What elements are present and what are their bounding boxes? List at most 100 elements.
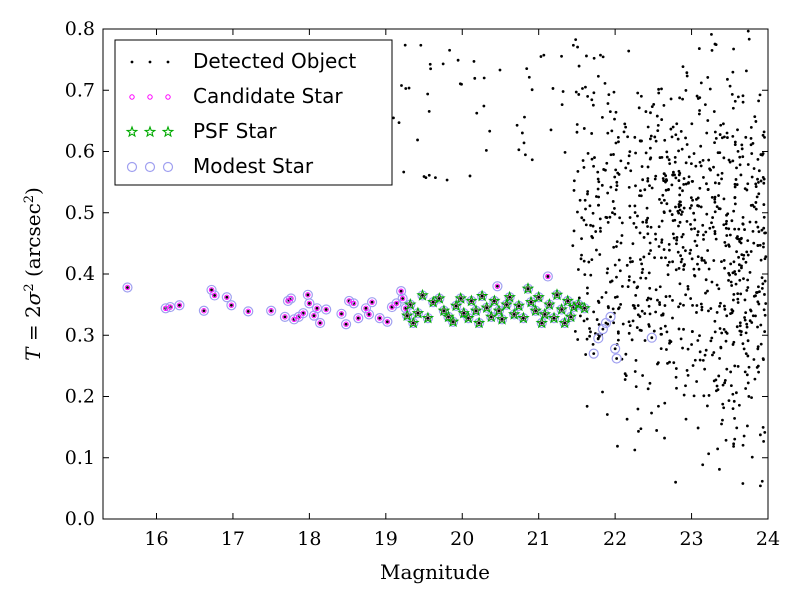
detected-object-point [754, 314, 757, 318]
detected-object-point [682, 393, 686, 397]
detected-object-point [727, 399, 731, 403]
detected-object-point [622, 130, 626, 134]
detected-object-point [378, 316, 382, 320]
detected-object-point [624, 166, 628, 170]
detected-object-point [668, 209, 672, 213]
detected-object-point [616, 135, 620, 139]
detected-object-point [653, 177, 657, 181]
detected-object-point [650, 336, 654, 340]
detected-object-point [668, 360, 671, 364]
detected-object-point [615, 357, 619, 360]
detected-object-point [696, 339, 700, 342]
detected-object-point [662, 248, 666, 251]
detected-object-point [448, 48, 451, 52]
detected-object-point [587, 260, 591, 264]
detected-object-point [679, 200, 682, 204]
detected-object-point [695, 311, 698, 314]
detected-object-point [616, 171, 620, 175]
detected-object-point [730, 219, 734, 223]
detected-object-point [530, 158, 534, 162]
legend-label-detected: Detected Object [193, 49, 356, 73]
detected-object-point [690, 227, 693, 231]
detected-object-point [580, 253, 583, 257]
detected-object-point [746, 354, 750, 358]
detected-object-point [616, 338, 620, 342]
detected-object-point [684, 249, 687, 253]
detected-object-point [324, 308, 328, 311]
detected-object-point [679, 213, 683, 216]
detected-object-point [657, 91, 661, 95]
detected-object-point [763, 330, 767, 333]
detected-object-point [708, 87, 712, 91]
detected-object-point [668, 341, 671, 345]
psf-star-point [475, 289, 489, 302]
detected-object-point [738, 321, 742, 325]
detected-object-point [577, 93, 581, 96]
detected-object-point [715, 205, 719, 208]
detected-object-point [680, 210, 684, 214]
detected-object-point [723, 304, 726, 308]
detected-object-point [624, 125, 628, 129]
detected-object-point [716, 447, 720, 451]
detected-object-point [646, 165, 650, 169]
detected-object-point [608, 215, 612, 219]
detected-object-point [652, 102, 656, 106]
detected-object-point [573, 329, 577, 333]
detected-object-point [601, 327, 605, 331]
detected-object-point [716, 151, 720, 155]
detected-object-point [582, 218, 586, 222]
detected-object-point [741, 482, 745, 485]
detected-object-point [647, 252, 651, 256]
detected-object-point [738, 278, 742, 282]
detected-object-point [661, 193, 665, 197]
psf-star-point [457, 306, 470, 319]
detected-object-point [642, 236, 646, 239]
detected-object-point [614, 110, 618, 114]
detected-object-point [760, 286, 764, 290]
modest-star-point [221, 292, 232, 303]
detected-object-point [658, 303, 662, 306]
detected-object-point [400, 84, 403, 87]
detected-object-point [416, 311, 420, 315]
detected-object-point [656, 123, 660, 127]
detected-object-point [671, 316, 674, 320]
detected-object-point [552, 316, 556, 320]
detected-object-point [635, 286, 639, 290]
detected-object-point [735, 166, 738, 170]
detected-object-point [731, 343, 735, 346]
detected-object-point [307, 302, 311, 305]
detected-object-point [702, 394, 706, 398]
detected-object-point [526, 287, 530, 291]
detected-object-point [575, 123, 579, 126]
detected-object-point [678, 208, 682, 212]
detected-object-point [687, 181, 690, 185]
detected-object-point [620, 234, 624, 237]
detected-object-point [640, 262, 644, 266]
detected-object-point [727, 243, 731, 247]
detected-object-point [722, 156, 726, 160]
detected-object-point [665, 330, 669, 334]
detected-object-point [590, 98, 594, 102]
detected-object-point [750, 396, 753, 399]
detected-object-point [482, 76, 486, 80]
detected-object-point [737, 263, 741, 267]
detected-object-point [529, 300, 533, 304]
detected-object-point [665, 202, 669, 206]
detected-object-point [757, 370, 760, 374]
detected-object-point [604, 168, 607, 172]
detected-object-point [647, 324, 651, 328]
detected-object-point [646, 387, 650, 391]
detected-object-point [540, 321, 544, 325]
detected-object-point [633, 370, 637, 373]
psf-star-point [421, 311, 435, 324]
x-tick-label: 18 [297, 528, 321, 550]
detected-object-point [671, 125, 675, 129]
candidate-star-point [305, 292, 311, 298]
detected-object-point [686, 284, 690, 288]
psf-star-point [561, 294, 575, 307]
detected-object-point [356, 316, 360, 320]
detected-object-point [757, 230, 761, 234]
detected-object-point [489, 315, 493, 319]
detected-object-point [674, 367, 678, 370]
detected-object-point [625, 417, 629, 421]
